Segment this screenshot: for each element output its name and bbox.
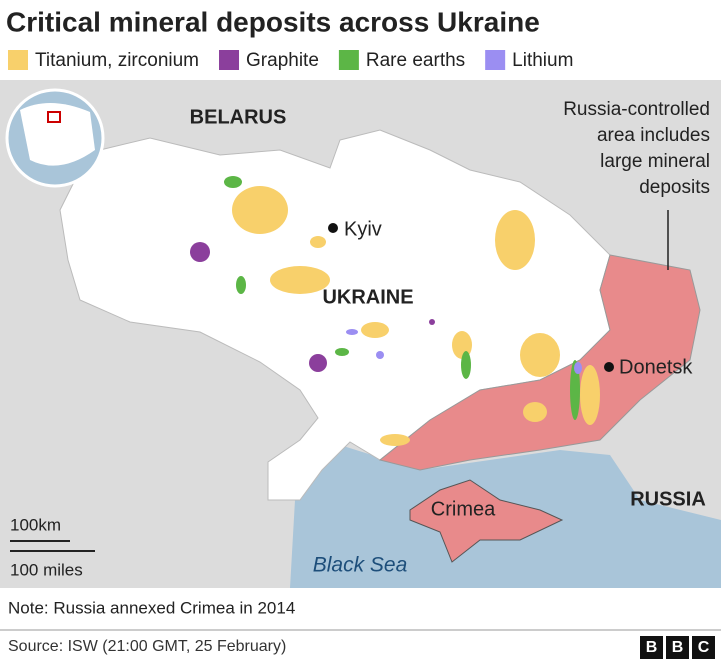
legend-label: Titanium, zirconium [35,50,199,71]
annotation-line: Russia-controlled [563,99,710,120]
legend-swatch [219,50,240,70]
legend-swatch [485,50,506,70]
deposit [376,351,384,359]
source: Source: ISW (21:00 GMT, 25 February) [8,638,286,655]
country-label: RUSSIA [630,488,706,510]
deposit [190,242,210,262]
legend-label: Graphite [246,50,319,71]
annotation: Russia-controlled area includes large mine… [563,99,710,198]
legend-swatch [338,50,359,70]
legend-label: Lithium [512,50,573,71]
deposit [429,319,435,325]
country-label: UKRAINE [322,286,413,308]
deposit [461,351,471,379]
annotation-line: large mineral [600,151,710,172]
deposit [520,333,560,377]
note: Note: Russia annexed Crimea in 2014 [8,598,295,617]
deposit [580,365,600,425]
deposit [310,236,326,248]
deposit [361,322,389,338]
locator-land [20,102,95,166]
title: Critical mineral deposits across Ukraine [6,6,540,37]
legend: Titanium, zirconium Graphite Rare earths Li… [8,50,573,71]
legend-label: Rare earths [366,50,465,71]
deposit [574,362,582,374]
logo-letter: B [672,639,684,656]
deposit [232,186,288,234]
deposits [190,176,600,446]
city-label: Donetsk [619,356,693,378]
logo-box [640,636,663,659]
legend-swatch [8,50,28,70]
annotation-line: deposits [639,177,710,198]
deposit [335,348,349,356]
sea-label: Black Sea [313,554,408,577]
logo-box [666,636,689,659]
scale-label: 100 miles [10,560,83,579]
deposit [523,402,547,422]
region-label: Crimea [431,498,496,520]
annotation-line: area includes [597,125,710,146]
deposit [309,354,327,372]
logo-letter: C [698,639,710,656]
locator-box [47,111,61,123]
city-label: Kyiv [344,218,382,240]
deposit [236,276,246,294]
deposit [380,434,410,446]
deposit [270,266,330,294]
scale-label: 100km [10,515,61,534]
country-label: BELARUS [190,106,287,128]
deposit [570,360,580,420]
map: BELARUS UKRAINE RUSSIA Kyiv Donetsk Crim… [0,80,721,588]
city-dot [604,362,614,372]
city-dot [328,223,338,233]
deposit [224,176,242,188]
deposit [346,329,358,335]
logo-letter: B [646,639,658,656]
crimea [409,479,564,563]
deposit [495,210,535,270]
logo-box [692,636,715,659]
occupied-area [378,254,701,471]
